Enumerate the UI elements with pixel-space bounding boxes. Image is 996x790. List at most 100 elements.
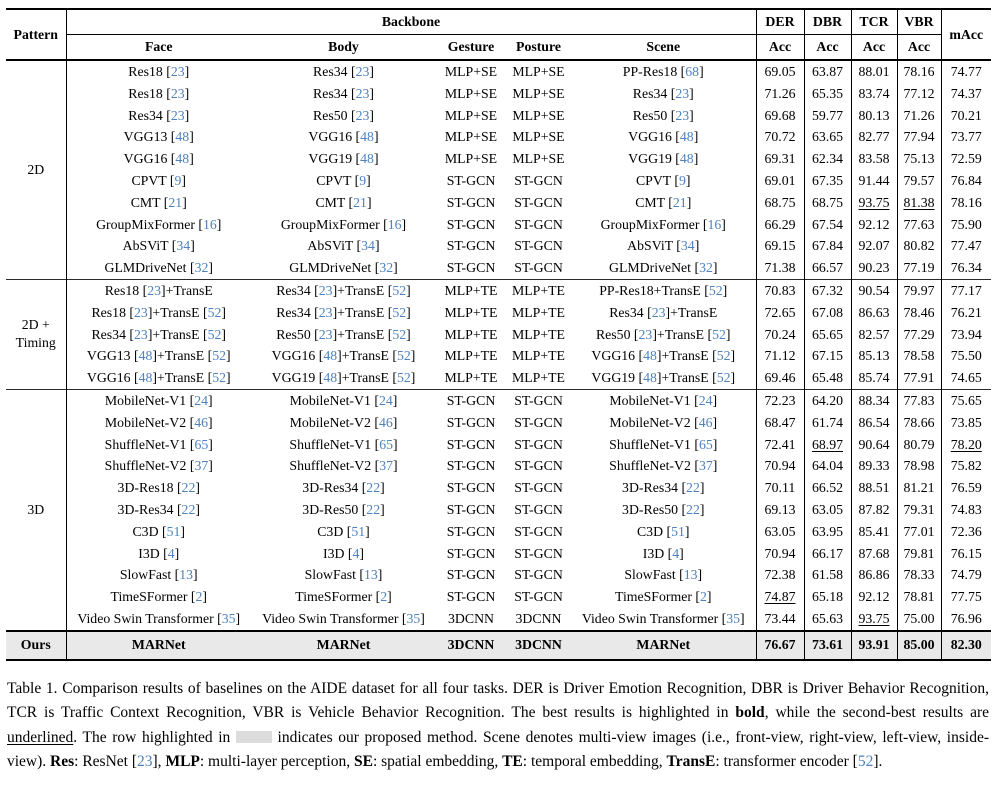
cell: 76.34 (950, 260, 982, 276)
cell: ST-GCN (446, 172, 496, 188)
citation: 23 (134, 326, 148, 342)
cell: Res34 [23] (571, 82, 757, 105)
col-header-vbr-acc: Acc (897, 34, 942, 61)
cell: Res50 [23] (571, 104, 757, 127)
table-row: Res18 [23] Res34 [23] MLP+SE MLP+SE Res34 [2… (6, 82, 991, 105)
cell: ST-GCN (514, 501, 563, 517)
citation: 34 (176, 238, 191, 254)
cell: VGG16 [48]+TransE [52] (571, 345, 757, 368)
cell: VGG13 [48]+TransE [52] (86, 348, 231, 364)
cell: 67.32 (804, 278, 852, 302)
citation: 65 (698, 436, 713, 452)
cell: 92.12 (851, 213, 898, 236)
cell: 3D-Res50 [22] (302, 501, 385, 517)
cell: 82.57 (851, 323, 898, 346)
cell: AbSViT [34] (571, 235, 757, 258)
table-row: 2D Res18 [23] Res34 [23] MLP+SE MLP+SE PP-Res… (6, 60, 991, 280)
cell: 77.47 (950, 238, 982, 254)
cell: ST-GCN (514, 480, 563, 496)
cell: MLP+TE (511, 326, 565, 342)
cell: Res34 [23] (313, 85, 374, 101)
citation: 24 (194, 392, 208, 408)
cell: VGG16 [48] (571, 126, 757, 149)
cell: MLP+TE (444, 348, 498, 364)
table-row: 3D-Res34 [22] 3D-Res50 [22] ST-GCN ST-GCN 3D… (6, 498, 991, 521)
cell: Res50 [23]+TransE [52] (571, 323, 757, 346)
citation: 48 (323, 348, 338, 364)
caption-text: . The row highlighted in (73, 728, 236, 746)
citation: 13 (683, 567, 698, 583)
col-header-pattern: Pattern (6, 9, 67, 61)
cell: Res34 [23] (313, 64, 374, 79)
cell: 78.16 (950, 194, 982, 210)
table-row: VGG13 [48]+TransE [52] VGG16 [48]+TransE … (6, 345, 991, 368)
citation: 22 (181, 480, 196, 496)
citation: 51 (351, 523, 366, 539)
citation: 16 (707, 216, 722, 232)
cell: MARNet (251, 629, 436, 660)
cell: ShuffleNet-V2 [37] (104, 458, 213, 474)
cell: TimeSFormer [2] (295, 589, 392, 605)
cell: I3D [4] (322, 545, 365, 561)
pattern-label: Ours (6, 629, 67, 660)
cell: SlowFast [13] (304, 567, 383, 583)
results-table: Pattern Backbone DER DBR TCR VBR mAcc Fa… (6, 8, 991, 661)
cell: GLMDriveNet [32] (571, 257, 757, 280)
citation: 48 (138, 348, 153, 364)
citation: 32 (379, 260, 394, 276)
citation: 23 (651, 304, 666, 320)
citation: 22 (686, 501, 700, 517)
cell: Res34 [23]+TransE [52] (91, 326, 227, 342)
cell: TimeSFormer [2] (571, 586, 757, 608)
citation: 48 (679, 129, 694, 145)
citation: 23 (318, 304, 333, 320)
cell: 61.58 (804, 564, 852, 587)
cell: ST-GCN (514, 458, 563, 474)
col-header-dbr-acc: Acc (804, 34, 852, 61)
cell: I3D [4] (138, 545, 180, 561)
col-header-backbone: Backbone (66, 9, 757, 35)
caption-text: indicates our proposed method. Scene den… (7, 728, 989, 771)
cell: 80.79 (897, 433, 942, 456)
cell: 75.00 (897, 607, 942, 631)
cell: MLP+SE (512, 107, 565, 123)
cell: 73.77 (950, 129, 982, 145)
cell: 69.15 (756, 235, 805, 258)
cell: 75.90 (950, 216, 982, 232)
cell: 86.63 (851, 301, 898, 324)
cell: ST-GCN (514, 589, 563, 605)
cell: 66.52 (804, 477, 852, 499)
cell: ST-GCN (446, 458, 496, 474)
cell: VGG19 [48]+TransE [52] (271, 370, 416, 386)
cell: 92.07 (851, 235, 898, 258)
cell: MLP+SE (444, 107, 498, 123)
cell: 65.63 (804, 607, 852, 631)
cell: 90.64 (851, 433, 898, 456)
table-row: VGG16 [48] VGG19 [48] MLP+SE MLP+SE VGG19 [4… (6, 148, 991, 170)
citation: 23 (170, 64, 185, 79)
cell: 81.38 (897, 191, 942, 214)
citation: 22 (366, 501, 381, 517)
cell: MLP+SE (444, 151, 498, 167)
cell: MLP+TE (506, 278, 571, 302)
citation: 23 (638, 326, 653, 342)
citation: 23 (675, 107, 690, 123)
cell: 79.97 (897, 278, 942, 302)
cell: ShuffleNet-V1 [65] (289, 436, 398, 452)
cell: 82.30 (941, 629, 991, 660)
caption-bold-text: Res (50, 753, 75, 771)
citation: 52 (207, 326, 222, 342)
citation: 46 (194, 414, 208, 430)
cell: 3D-Res34 [22] (117, 501, 200, 517)
table-row: I3D [4] I3D [4] ST-GCN ST-GCN I3D [4] 70.94 66… (6, 542, 991, 565)
col-header-scene: Scene (571, 34, 757, 61)
cell: 77.29 (897, 323, 942, 346)
cell: ST-GCN (446, 545, 496, 561)
cell: ST-GCN (514, 545, 563, 561)
cell: ST-GCN (446, 436, 496, 452)
cell: ST-GCN (514, 216, 563, 232)
citation: 65 (379, 436, 393, 452)
cell: 69.13 (756, 498, 805, 521)
table-row: C3D [51] C3D [51] ST-GCN ST-GCN C3D [51] 63.0… (6, 520, 991, 543)
